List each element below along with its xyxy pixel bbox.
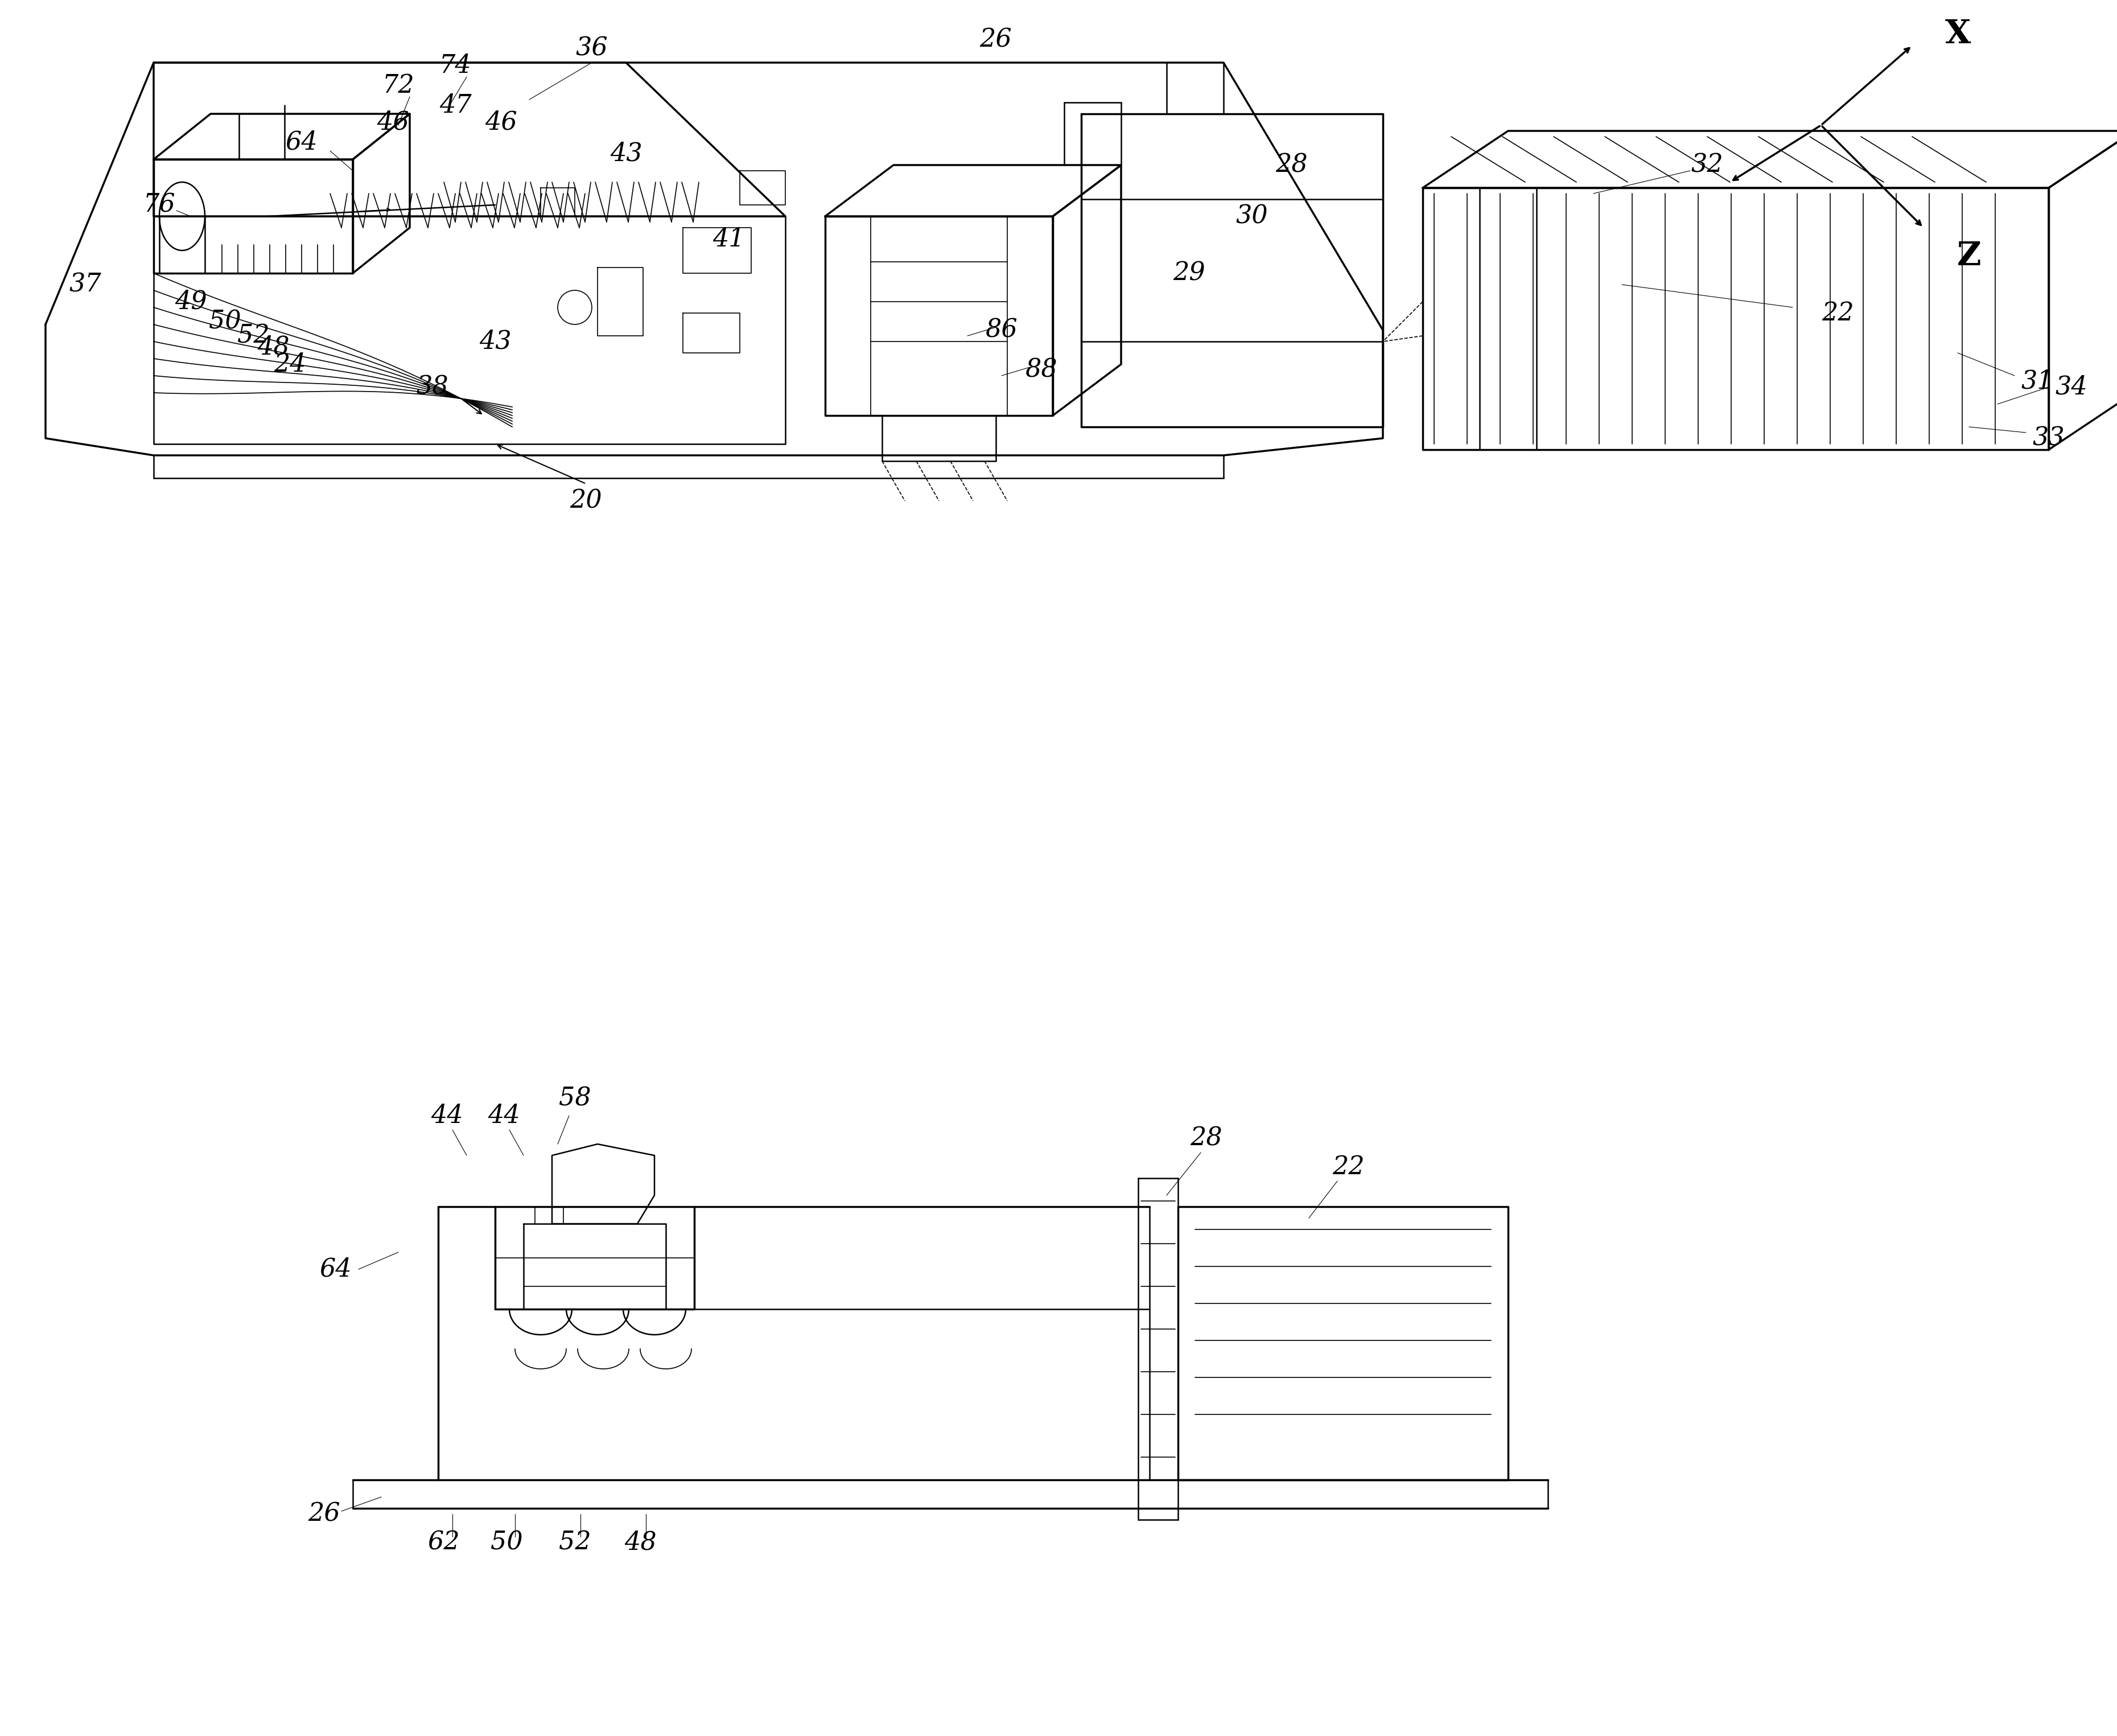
Text: Z: Z <box>1956 240 1982 273</box>
Text: 86: 86 <box>984 318 1018 342</box>
Text: 48: 48 <box>256 335 290 359</box>
Text: 32: 32 <box>1691 153 1723 177</box>
Text: 76: 76 <box>144 193 176 217</box>
Text: 58: 58 <box>559 1087 591 1111</box>
Text: 62: 62 <box>428 1529 459 1555</box>
Text: 50: 50 <box>491 1529 523 1555</box>
Text: 31: 31 <box>2022 370 2053 394</box>
Text: 24: 24 <box>273 352 307 377</box>
Text: 22: 22 <box>1823 300 1854 325</box>
Text: 41: 41 <box>711 227 745 252</box>
Text: 44: 44 <box>487 1104 521 1128</box>
Text: 29: 29 <box>1173 260 1205 285</box>
Text: 46: 46 <box>485 109 517 135</box>
Text: 72: 72 <box>383 73 415 97</box>
Text: 50: 50 <box>210 309 241 333</box>
Text: 52: 52 <box>237 323 269 349</box>
Text: 22: 22 <box>1332 1154 1365 1179</box>
Text: 47: 47 <box>438 94 472 118</box>
Text: 88: 88 <box>1025 358 1058 382</box>
Text: 43: 43 <box>478 330 510 354</box>
Text: 74: 74 <box>438 54 472 78</box>
Text: 44: 44 <box>430 1104 464 1128</box>
Text: 64: 64 <box>320 1257 351 1281</box>
Text: 38: 38 <box>417 375 449 399</box>
Text: 43: 43 <box>610 141 641 167</box>
Text: 33: 33 <box>2032 425 2064 451</box>
Text: 64: 64 <box>286 130 318 155</box>
Text: 37: 37 <box>70 273 102 297</box>
Text: 26: 26 <box>980 28 1012 52</box>
Text: 34: 34 <box>2056 375 2087 399</box>
Text: 52: 52 <box>559 1529 591 1555</box>
Text: 26: 26 <box>309 1502 341 1526</box>
Text: 36: 36 <box>576 36 608 61</box>
Text: X: X <box>1946 17 1971 50</box>
Text: 30: 30 <box>1236 205 1268 229</box>
Text: 46: 46 <box>377 109 409 135</box>
Text: 28: 28 <box>1277 153 1308 177</box>
Text: 49: 49 <box>174 290 207 314</box>
Text: 20: 20 <box>569 488 603 514</box>
Text: 28: 28 <box>1190 1127 1224 1151</box>
Text: 48: 48 <box>625 1529 656 1555</box>
